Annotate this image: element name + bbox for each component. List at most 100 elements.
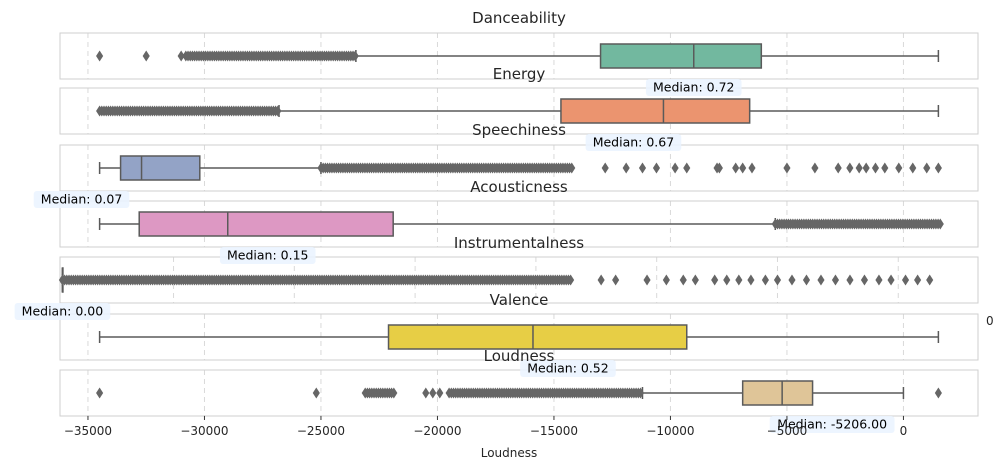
outlier-point — [662, 274, 670, 286]
panel-danceability — [59, 32, 979, 80]
x-tick-label: −20000 — [413, 424, 461, 438]
x-tick-label: −5000 — [767, 424, 808, 438]
outlier-point — [834, 162, 842, 174]
outlier-point — [142, 50, 150, 62]
outlier-point — [436, 387, 444, 399]
panel-frame — [59, 313, 979, 361]
median-label: Median: 0.52 — [527, 361, 608, 376]
outlier-point — [638, 162, 647, 174]
outlier-band — [96, 105, 282, 117]
panel-frame — [59, 200, 979, 248]
outlier-point — [783, 162, 791, 174]
median-label: Median: 0.00 — [22, 304, 104, 319]
outlier-point — [390, 387, 398, 399]
stray-tick-label: 0 — [986, 314, 994, 328]
outlier-band — [58, 274, 575, 286]
outlier-point — [831, 274, 840, 286]
outlier-point — [96, 50, 104, 62]
panel-acousticness — [59, 200, 979, 248]
panel-energy — [59, 87, 979, 135]
iqr-box — [119, 155, 201, 181]
x-tick-label: −30000 — [180, 424, 228, 438]
panel-loudness — [59, 369, 979, 417]
outlier-point — [817, 274, 825, 286]
outlier-point — [274, 105, 282, 117]
outlier-point — [732, 162, 740, 174]
panel-frame — [59, 144, 979, 192]
outlier-point — [312, 387, 320, 399]
outlier-point — [802, 274, 811, 286]
outlier-point — [429, 387, 437, 399]
x-axis-label: Loudness — [481, 446, 538, 460]
iqr-box — [387, 324, 688, 350]
panel-frame — [59, 32, 979, 80]
outlier-point — [177, 50, 185, 62]
outlier-point — [748, 162, 756, 174]
outlier-point — [679, 274, 687, 286]
outlier-point — [860, 274, 869, 286]
median-label-box — [219, 247, 316, 264]
x-tick-label: −10000 — [646, 424, 694, 438]
x-tick-label: −15000 — [530, 424, 578, 438]
panel-frame — [59, 369, 979, 417]
outlier-band — [361, 387, 398, 399]
outlier-band — [771, 218, 944, 230]
outlier-point — [901, 274, 910, 286]
outlier-point — [887, 274, 895, 286]
outlier-point — [671, 162, 679, 174]
outlier-point — [568, 162, 576, 174]
outlier-point — [612, 274, 620, 286]
outlier-point — [773, 274, 782, 286]
x-tick-label: −25000 — [297, 424, 345, 438]
x-axis: −35000 −30000 −25000 −20000 −15000 −10000 −500… — [64, 416, 907, 438]
outlier-point — [788, 274, 796, 286]
outlier-point — [895, 162, 903, 174]
outlier-point — [881, 162, 889, 174]
iqr-box — [741, 380, 814, 406]
panel-title: Valence — [490, 291, 549, 309]
outlier-point — [723, 274, 731, 286]
median-label-box — [14, 303, 111, 320]
median-label: Median: 0.72 — [653, 80, 734, 95]
outlier-point — [601, 162, 609, 174]
panels-layer — [58, 32, 979, 417]
outlier-point — [909, 162, 917, 174]
outlier-point — [855, 162, 863, 174]
outlier-point — [914, 274, 922, 286]
outlier-point — [862, 162, 870, 174]
panel-title: Loudness — [484, 347, 555, 365]
outlier-point — [747, 274, 755, 286]
outlier-point — [926, 274, 934, 286]
outlier-point — [936, 218, 944, 230]
median-label: Median: -5206.00 — [777, 417, 887, 432]
outlier-point — [636, 387, 645, 399]
outlier-point — [934, 162, 942, 174]
outlier-point — [846, 274, 854, 286]
outlier-point — [923, 162, 931, 174]
outlier-point — [597, 274, 605, 286]
median-label-box — [769, 416, 895, 433]
median-label-box — [645, 79, 742, 96]
median-label-box — [585, 134, 682, 151]
outlier-point — [652, 162, 661, 174]
outlier-point — [846, 162, 854, 174]
outlier-point — [96, 387, 104, 399]
iqr-box — [599, 43, 763, 69]
panel-title: Speechiness — [472, 121, 566, 139]
outlier-point — [739, 162, 747, 174]
outlier-point — [683, 162, 691, 174]
outlier-point — [811, 162, 819, 174]
x-tick-label: 0 — [900, 424, 908, 438]
median-label: Median: 0.07 — [41, 192, 122, 207]
outlier-band — [182, 50, 359, 62]
outlier-point — [422, 387, 430, 399]
outlier-point — [871, 162, 880, 174]
panel-speechiness — [59, 144, 979, 192]
outlier-point — [351, 50, 359, 62]
median-label-box — [520, 360, 616, 377]
panel-instrumentalness — [58, 256, 979, 304]
outlier-point — [735, 274, 743, 286]
outlier-band — [317, 162, 576, 174]
median-label: Median: 0.67 — [593, 135, 674, 150]
